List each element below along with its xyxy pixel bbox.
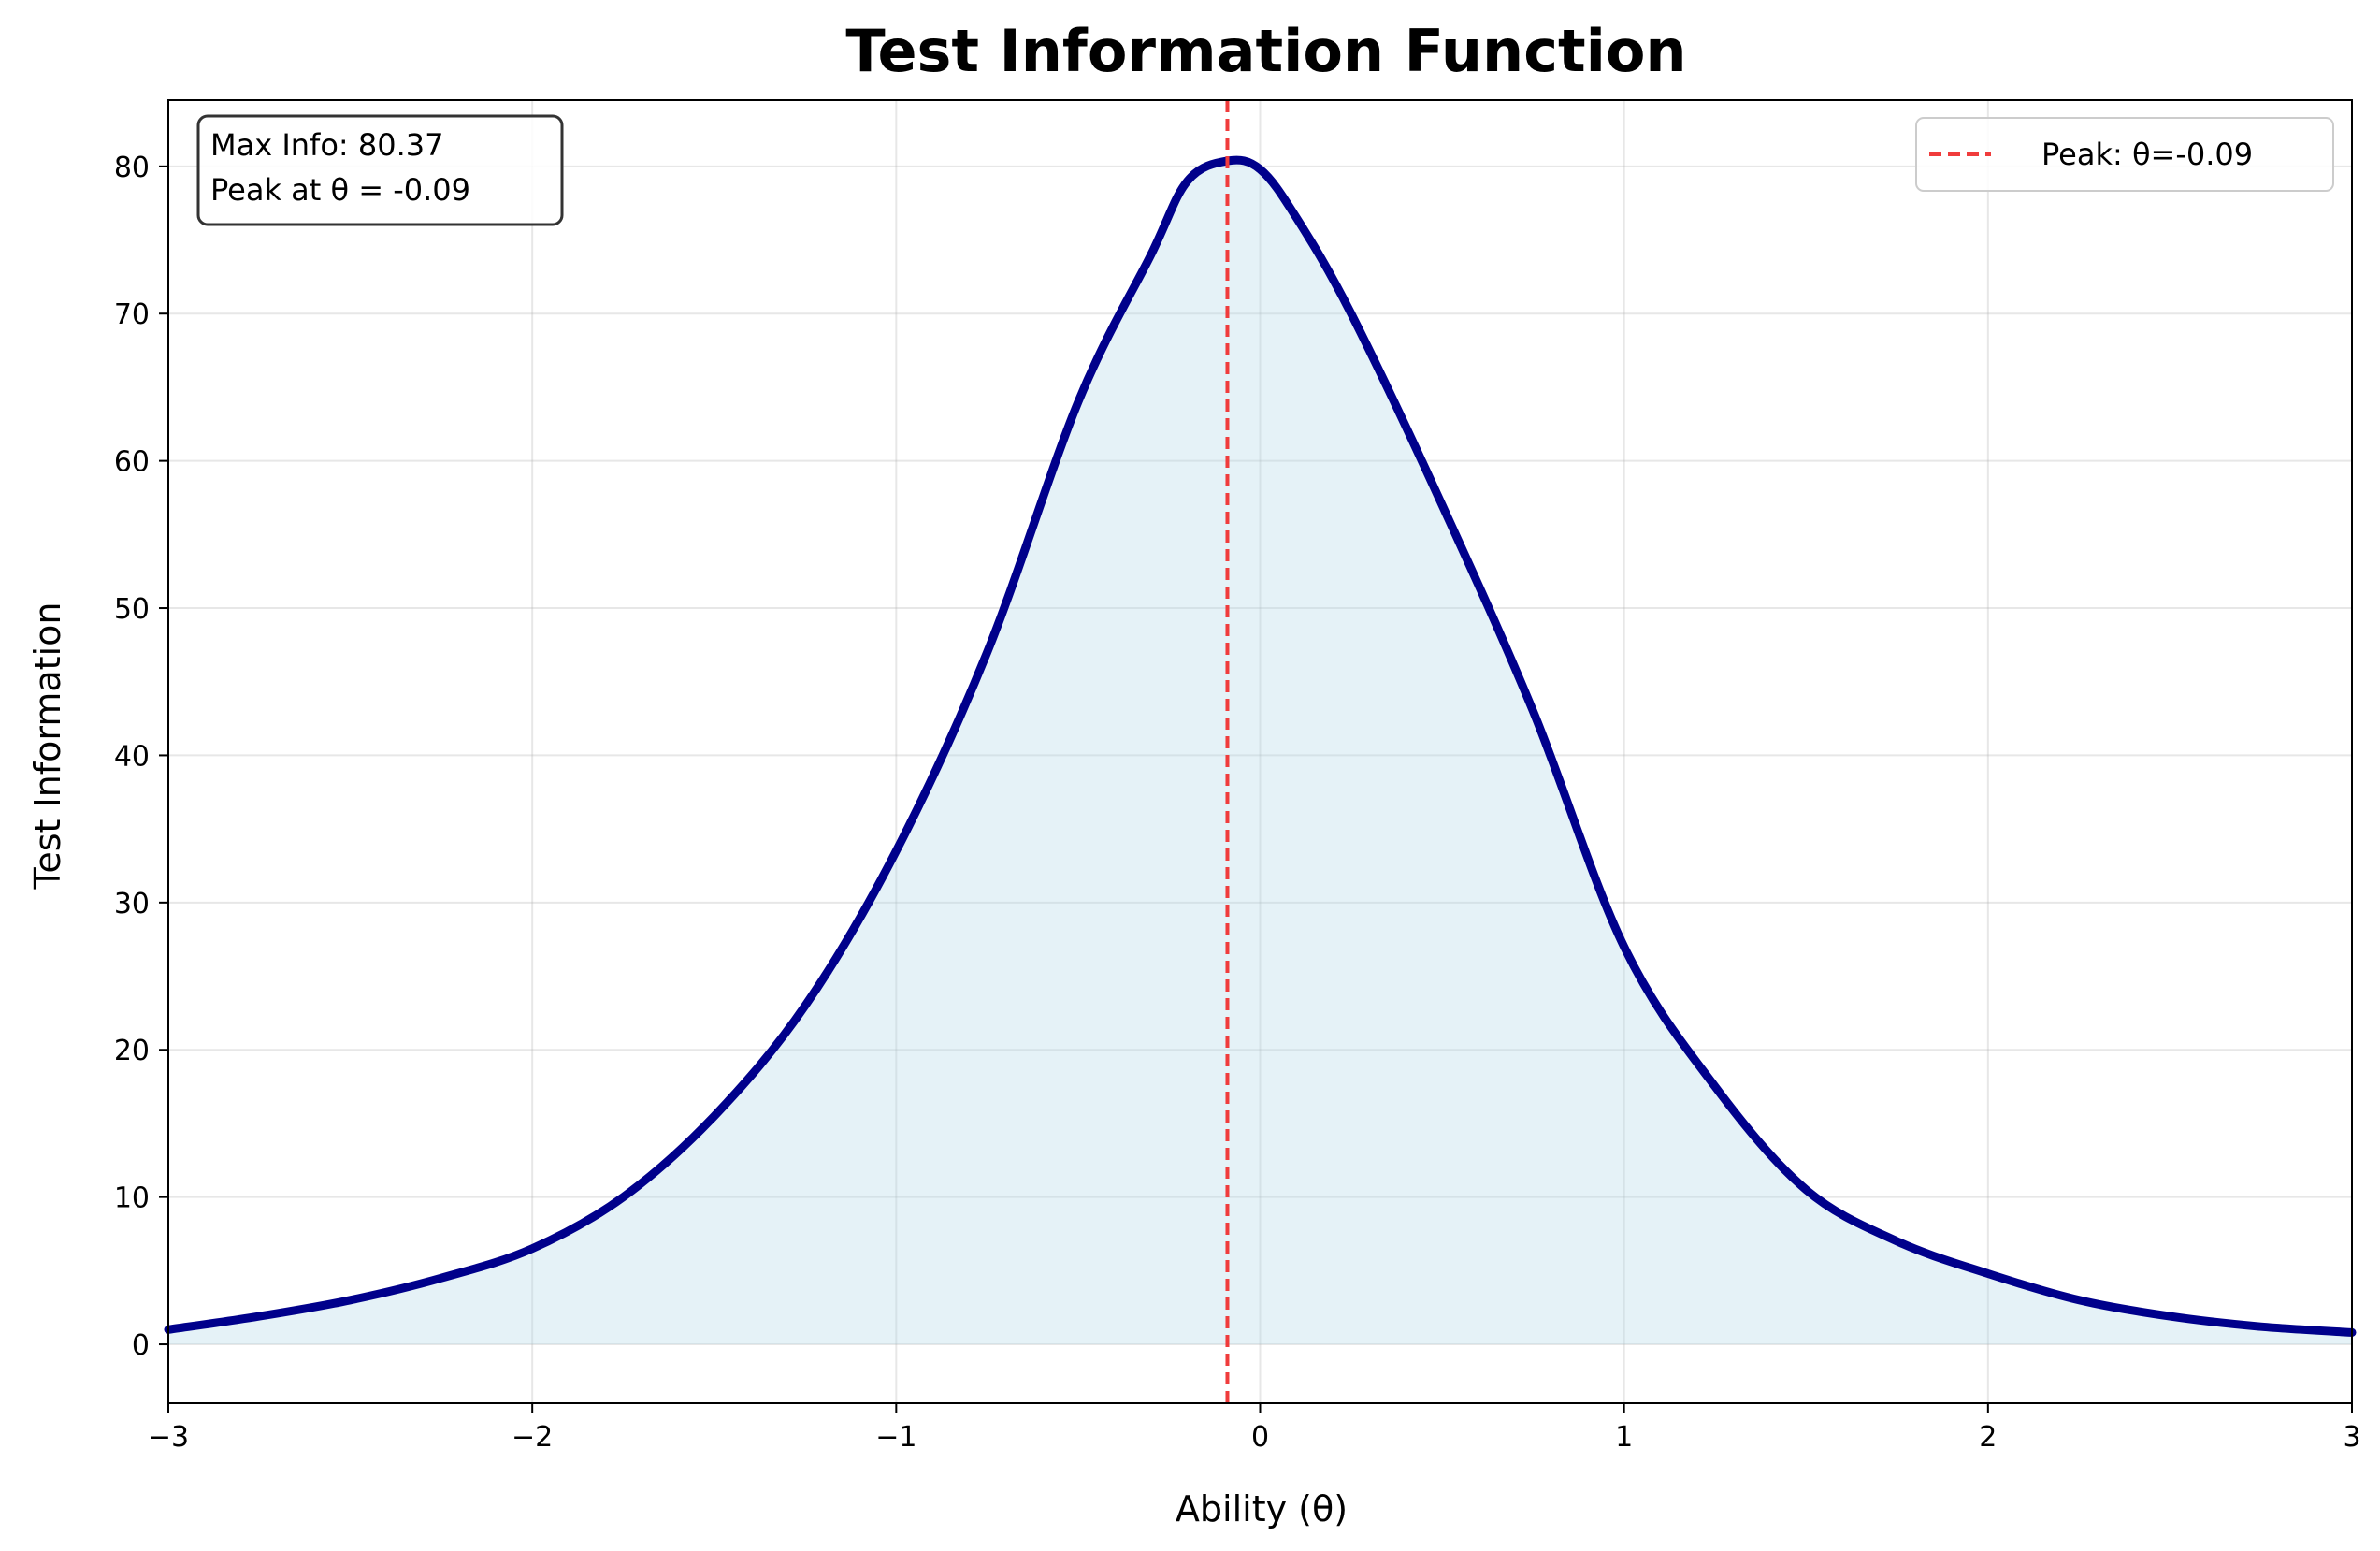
y-tick-label-8: 80 xyxy=(114,152,150,184)
x-tick-label-2: −1 xyxy=(875,1421,916,1454)
y-tick-label-4: 40 xyxy=(114,740,150,773)
y-tick-label-0: 0 xyxy=(132,1329,150,1362)
info-box-line-peak: Peak at θ = -0.09 xyxy=(210,172,470,208)
x-axis-label: Ability (θ) xyxy=(1176,1488,1348,1529)
area-fill xyxy=(168,160,2352,1345)
x-ticks: −3 −2 −1 0 1 2 3 xyxy=(148,1403,2361,1454)
x-tick-label-5: 2 xyxy=(1979,1421,1997,1454)
y-tick-label-1: 10 xyxy=(114,1182,150,1215)
info-box: Max Info: 80.37 Peak at θ = -0.09 xyxy=(196,114,564,226)
y-tick-label-3: 30 xyxy=(114,888,150,920)
y-tick-label-2: 20 xyxy=(114,1035,150,1067)
y-axis-label: Test Information xyxy=(27,602,68,891)
x-tick-label-1: −2 xyxy=(512,1421,553,1454)
y-tick-label-6: 60 xyxy=(114,446,150,479)
x-tick-label-6: 3 xyxy=(2343,1421,2360,1454)
grid xyxy=(167,100,2353,1403)
series-line xyxy=(164,155,2357,1337)
legend-peak-label: Peak: θ=-0.09 xyxy=(2041,137,2253,172)
legend: Peak: θ=-0.09 xyxy=(1915,117,2334,192)
x-tick-label-0: −3 xyxy=(148,1421,189,1454)
y-tick-label-5: 50 xyxy=(114,593,150,626)
info-box-line-max: Max Info: 80.37 xyxy=(210,127,443,163)
x-tick-label-3: 0 xyxy=(1251,1421,1269,1454)
legend-frame xyxy=(1915,117,2334,192)
chart-title: Test Information Function xyxy=(845,17,1686,85)
x-tick-label-4: 1 xyxy=(1615,1421,1633,1454)
info-box-frame xyxy=(196,114,564,226)
y-tick-label-7: 70 xyxy=(114,298,150,331)
y-ticks: 0 10 20 30 40 50 60 70 80 xyxy=(114,152,168,1362)
